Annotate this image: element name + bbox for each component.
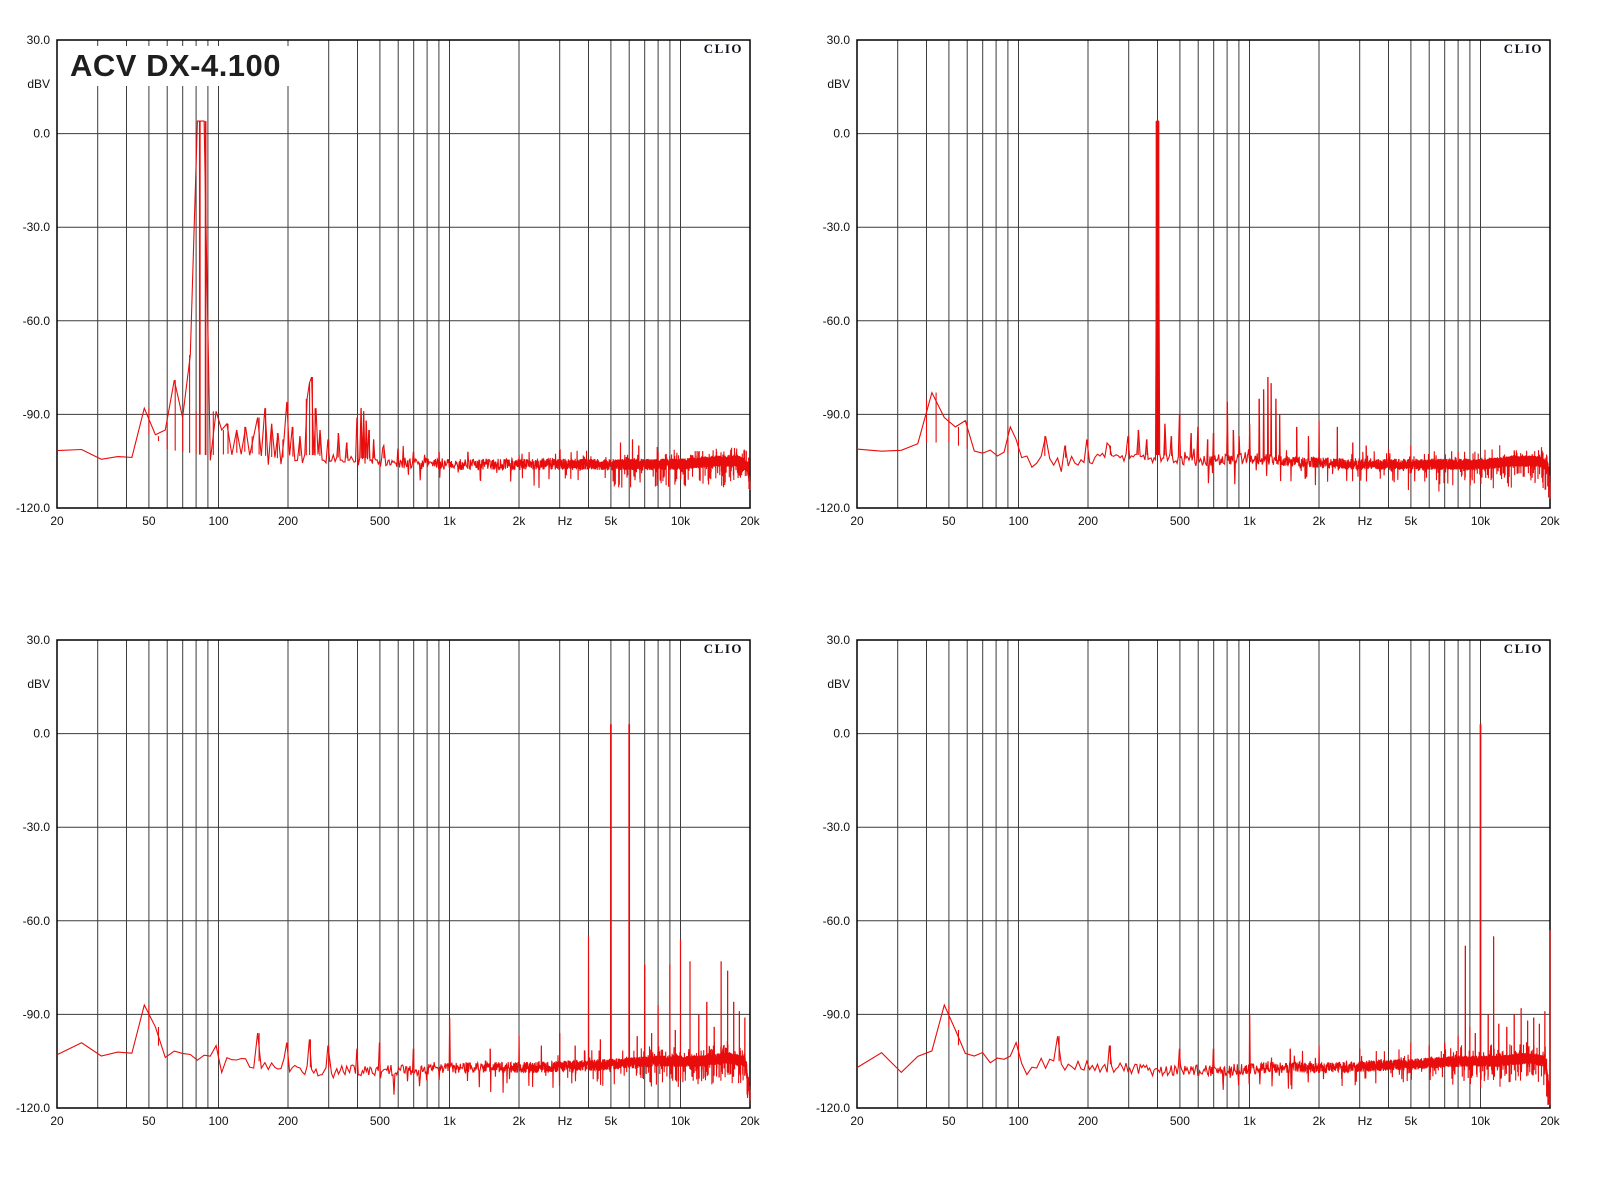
svg-text:-120.0: -120.0	[16, 501, 50, 515]
svg-text:10k: 10k	[671, 514, 691, 528]
chart-title: ACV DX-4.100	[66, 46, 292, 86]
clio-logo: CLIO	[1500, 41, 1546, 57]
svg-text:5k: 5k	[1405, 514, 1419, 528]
svg-text:2k: 2k	[513, 1114, 527, 1128]
svg-text:50: 50	[942, 1114, 956, 1128]
svg-text:20k: 20k	[740, 1114, 760, 1128]
spectrum-chart-top-left: 30.0 0.0 -30.0 -60.0 -90.0 -120.0 dBV 20 50 100 20…	[0, 0, 800, 600]
svg-text:100: 100	[1008, 514, 1028, 528]
svg-text:-90.0: -90.0	[823, 1007, 851, 1021]
svg-text:30.0: 30.0	[827, 633, 851, 647]
svg-text:200: 200	[278, 514, 298, 528]
svg-text:Hz: Hz	[558, 1114, 573, 1128]
svg-text:5k: 5k	[605, 514, 619, 528]
svg-text:-120.0: -120.0	[816, 1101, 850, 1115]
svg-text:-90.0: -90.0	[23, 407, 51, 421]
svg-text:0.0: 0.0	[833, 127, 850, 141]
svg-text:-30.0: -30.0	[23, 220, 51, 234]
svg-text:-30.0: -30.0	[823, 820, 851, 834]
svg-text:100: 100	[1008, 1114, 1028, 1128]
svg-text:2k: 2k	[513, 514, 527, 528]
svg-text:-30.0: -30.0	[23, 820, 51, 834]
svg-text:10k: 10k	[1471, 514, 1491, 528]
clio-logo: CLIO	[700, 41, 746, 57]
svg-text:Hz: Hz	[558, 514, 573, 528]
svg-text:500: 500	[370, 1114, 390, 1128]
svg-text:200: 200	[1078, 514, 1098, 528]
svg-text:20: 20	[850, 1114, 864, 1128]
svg-text:20k: 20k	[1540, 514, 1560, 528]
svg-text:2k: 2k	[1313, 1114, 1327, 1128]
svg-text:500: 500	[1170, 514, 1190, 528]
svg-text:100: 100	[208, 514, 228, 528]
svg-text:200: 200	[278, 1114, 298, 1128]
svg-text:20: 20	[50, 1114, 64, 1128]
svg-text:-60.0: -60.0	[823, 314, 851, 328]
svg-text:100: 100	[208, 1114, 228, 1128]
spectrum-panel-top-right: 30.0 0.0 -30.0 -60.0 -90.0 -120.0 dBV 20 50 100 20…	[800, 0, 1600, 600]
svg-text:10k: 10k	[671, 1114, 691, 1128]
svg-text:2k: 2k	[1313, 514, 1327, 528]
svg-text:-90.0: -90.0	[823, 407, 851, 421]
svg-text:dBV: dBV	[827, 677, 850, 691]
svg-text:1k: 1k	[1243, 1114, 1257, 1128]
svg-text:1k: 1k	[443, 514, 457, 528]
svg-text:dBV: dBV	[27, 677, 50, 691]
svg-text:-90.0: -90.0	[23, 1007, 51, 1021]
svg-text:5k: 5k	[1405, 1114, 1419, 1128]
svg-text:5k: 5k	[605, 1114, 619, 1128]
svg-text:30.0: 30.0	[827, 33, 851, 47]
svg-text:50: 50	[942, 514, 956, 528]
svg-text:50: 50	[142, 1114, 156, 1128]
svg-text:500: 500	[370, 514, 390, 528]
svg-text:-60.0: -60.0	[823, 914, 851, 928]
clio-logo: CLIO	[1500, 641, 1546, 657]
svg-text:0.0: 0.0	[33, 127, 50, 141]
svg-text:500: 500	[1170, 1114, 1190, 1128]
svg-text:20: 20	[850, 514, 864, 528]
spectrum-panel-bottom-right: 30.0 0.0 -30.0 -60.0 -90.0 -120.0 dBV 20 50 100 20…	[800, 600, 1600, 1200]
svg-text:20k: 20k	[740, 514, 760, 528]
spectrum-chart-top-right: 30.0 0.0 -30.0 -60.0 -90.0 -120.0 dBV 20 50 100 20…	[800, 0, 1600, 600]
spectrum-chart-bottom-right: 30.0 0.0 -30.0 -60.0 -90.0 -120.0 dBV 20 50 100 20…	[800, 600, 1600, 1200]
svg-text:Hz: Hz	[1358, 1114, 1373, 1128]
svg-text:1k: 1k	[443, 1114, 457, 1128]
svg-text:20k: 20k	[1540, 1114, 1560, 1128]
svg-text:30.0: 30.0	[27, 33, 51, 47]
svg-text:50: 50	[142, 514, 156, 528]
svg-text:dBV: dBV	[827, 77, 850, 91]
svg-text:200: 200	[1078, 1114, 1098, 1128]
svg-text:dBV: dBV	[27, 77, 50, 91]
svg-text:30.0: 30.0	[27, 633, 51, 647]
svg-text:-120.0: -120.0	[816, 501, 850, 515]
svg-text:1k: 1k	[1243, 514, 1257, 528]
svg-text:20: 20	[50, 514, 64, 528]
clio-logo: CLIO	[700, 641, 746, 657]
spectrum-panel-bottom-left: 30.0 0.0 -30.0 -60.0 -90.0 -120.0 dBV 20 50 100 20…	[0, 600, 800, 1200]
svg-text:0.0: 0.0	[833, 727, 850, 741]
svg-text:Hz: Hz	[1358, 514, 1373, 528]
spectrum-chart-bottom-left: 30.0 0.0 -30.0 -60.0 -90.0 -120.0 dBV 20 50 100 20…	[0, 600, 800, 1200]
svg-text:-60.0: -60.0	[23, 914, 51, 928]
svg-text:10k: 10k	[1471, 1114, 1491, 1128]
svg-text:0.0: 0.0	[33, 727, 50, 741]
svg-text:-60.0: -60.0	[23, 314, 51, 328]
spectrum-panel-top-left: 30.0 0.0 -30.0 -60.0 -90.0 -120.0 dBV 20 50 100 20…	[0, 0, 800, 600]
svg-text:-120.0: -120.0	[16, 1101, 50, 1115]
svg-text:-30.0: -30.0	[823, 220, 851, 234]
